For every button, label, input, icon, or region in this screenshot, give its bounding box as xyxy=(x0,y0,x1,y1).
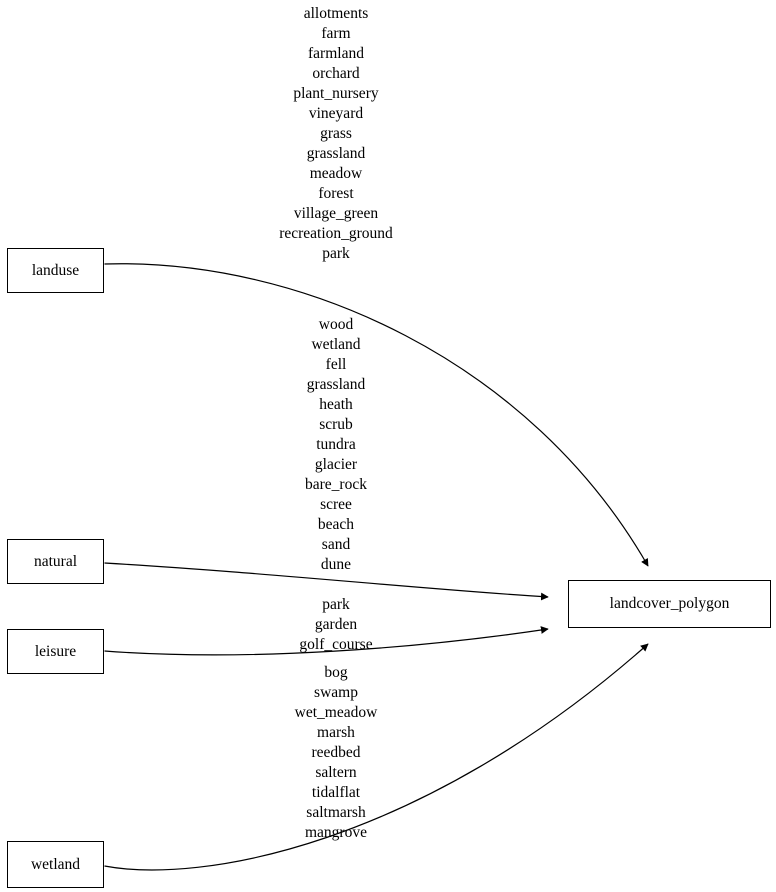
node-wetland[interactable]: wetland xyxy=(7,841,104,888)
edge-value: mangrove xyxy=(305,824,367,841)
edge-value: grassland xyxy=(306,145,366,162)
edge-value: golf_course xyxy=(299,636,373,653)
edge-value: glacier xyxy=(314,456,358,473)
edge-value: village_green xyxy=(293,205,379,222)
edge-value: orchard xyxy=(312,65,360,82)
node-landuse-label: landuse xyxy=(31,261,80,279)
edge-value: park xyxy=(322,596,350,613)
node-landcover-polygon-label: landcover_polygon xyxy=(609,595,730,613)
edge-value: swamp xyxy=(314,684,358,701)
edge-label-leisure: park garden golf_course xyxy=(186,595,486,655)
edge-value: wet_meadow xyxy=(294,704,378,721)
edge-natural-to-landcover xyxy=(104,562,549,601)
edge-value: tundra xyxy=(316,436,356,453)
edge-value: allotments xyxy=(303,5,369,22)
edge-value: park xyxy=(322,245,350,262)
edge-value: forest xyxy=(318,185,354,202)
edge-value: dune xyxy=(320,556,352,573)
edge-value: saltern xyxy=(315,764,357,781)
edge-value: farm xyxy=(321,25,351,42)
edge-leisure-to-landcover xyxy=(104,626,549,656)
edge-value: sand xyxy=(321,536,351,553)
edge-value: tidalflat xyxy=(311,784,361,801)
node-landcover-polygon[interactable]: landcover_polygon xyxy=(568,580,771,628)
edge-value: wetland xyxy=(311,336,361,353)
node-landuse[interactable]: landuse xyxy=(7,248,104,293)
edge-value: farmland xyxy=(308,45,364,62)
edge-value: fell xyxy=(325,356,347,373)
edge-value: grass xyxy=(320,125,352,142)
edge-label-natural: wood wetland fell grassland heath scrub tundra… xyxy=(186,315,486,575)
edge-value: reedbed xyxy=(311,744,361,761)
edge-value: meadow xyxy=(309,165,363,182)
node-natural[interactable]: natural xyxy=(7,539,104,584)
edge-value: bog xyxy=(324,664,348,681)
edge-value: wood xyxy=(318,316,354,333)
edge-value: marsh xyxy=(317,724,355,741)
edge-value: plant_nursery xyxy=(293,85,379,102)
edge-value: scrub xyxy=(319,416,353,433)
edge-value: grassland xyxy=(306,376,366,393)
edge-landuse-to-landcover xyxy=(104,263,649,567)
node-leisure[interactable]: leisure xyxy=(7,629,104,674)
edge-value: beach xyxy=(317,516,355,533)
edge-value: garden xyxy=(314,616,358,633)
edge-value: vineyard xyxy=(308,105,364,122)
edge-value: recreation_ground xyxy=(279,225,393,242)
edge-wetland-to-landcover xyxy=(104,643,649,871)
node-natural-label: natural xyxy=(33,552,78,570)
node-wetland-label: wetland xyxy=(30,855,81,873)
node-leisure-label: leisure xyxy=(34,642,77,660)
edge-value: scree xyxy=(320,496,352,513)
edge-label-landuse: allotments farm farmland orchard plant_nurse… xyxy=(186,4,486,264)
edge-value: saltmarsh xyxy=(306,804,366,821)
edge-value: bare_rock xyxy=(305,476,367,493)
edge-value: heath xyxy=(319,396,353,413)
